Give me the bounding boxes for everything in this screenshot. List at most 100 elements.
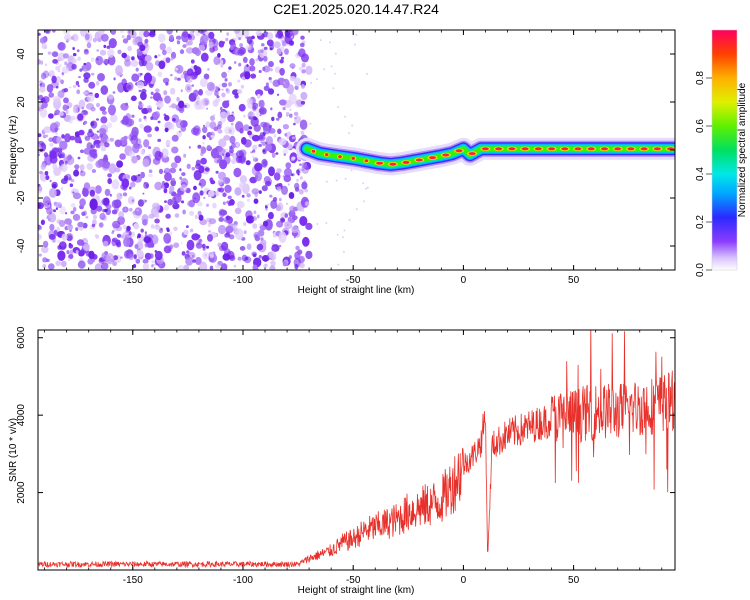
noise-blob — [63, 88, 69, 93]
noise-blob — [212, 202, 217, 209]
noise-blob — [276, 168, 282, 174]
noise-blob — [164, 127, 169, 133]
noise-blob — [228, 129, 233, 134]
noise-blob — [130, 231, 136, 237]
noise-blob — [190, 59, 195, 64]
signal-core-red — [324, 153, 329, 157]
noise-blob — [219, 111, 228, 119]
noise-blob — [131, 199, 134, 203]
noise-blob — [253, 124, 261, 132]
noise-blob — [128, 150, 135, 158]
noise-blob — [78, 250, 85, 257]
noise-blob — [147, 107, 153, 113]
noise-blob — [70, 210, 75, 215]
noise-blob — [258, 255, 262, 259]
noise-blob — [231, 114, 234, 117]
noise-blob — [196, 95, 200, 102]
signal-core-red — [351, 156, 356, 160]
noise-blob — [72, 106, 79, 114]
noise-blob — [39, 83, 43, 86]
noise-blob — [102, 209, 106, 213]
noise-blob — [154, 218, 160, 224]
noise-blob — [206, 203, 209, 207]
noise-blob — [179, 184, 188, 192]
noise-blob — [131, 95, 137, 102]
noise-blob — [269, 79, 273, 84]
noise-blob — [158, 151, 164, 158]
noise-blob — [165, 82, 169, 86]
signal-core-red — [338, 155, 342, 159]
noise-blob — [224, 148, 229, 154]
noise-blob — [276, 202, 284, 212]
noise-blob — [84, 33, 90, 41]
noise-blob — [229, 45, 234, 51]
noise-blob — [148, 83, 154, 88]
noise-blob — [299, 262, 305, 269]
noise-blob — [87, 93, 95, 102]
noise-blob — [252, 253, 257, 258]
noise-speck — [330, 65, 333, 68]
noise-blob — [53, 112, 57, 116]
noise-blob — [171, 146, 179, 154]
noise-blob — [191, 47, 200, 55]
noise-blob — [261, 141, 267, 146]
noise-speck — [337, 263, 340, 266]
noise-blob — [265, 136, 273, 146]
noise-blob — [135, 67, 139, 72]
x-tick-label: -50 — [346, 275, 361, 286]
noise-blob — [55, 202, 62, 208]
noise-blob — [277, 111, 283, 119]
noise-blob — [94, 92, 100, 99]
noise-blob — [200, 157, 207, 165]
noise-blob — [65, 109, 69, 115]
noise-blob — [82, 110, 89, 116]
noise-blob — [238, 182, 246, 189]
noise-blob — [101, 198, 110, 206]
noise-blob — [90, 144, 95, 149]
noise-blob — [48, 113, 54, 119]
noise-blob — [241, 194, 245, 198]
x-tick-label: -50 — [346, 575, 361, 586]
noise-blob — [111, 179, 120, 190]
noise-blob — [223, 219, 227, 222]
noise-blob — [60, 152, 66, 159]
noise-blob — [255, 89, 264, 97]
noise-blob — [79, 68, 83, 72]
noise-blob — [66, 250, 70, 255]
noise-blob — [48, 92, 55, 98]
noise-blob — [274, 66, 281, 73]
noise-blob — [238, 62, 242, 67]
noise-blob — [102, 240, 109, 247]
signal-track — [295, 137, 675, 176]
noise-blob — [91, 57, 95, 62]
noise-blob — [67, 224, 73, 231]
noise-blob — [85, 216, 89, 219]
noise-blob — [49, 211, 52, 215]
noise-blob — [148, 173, 153, 178]
noise-blob — [284, 133, 288, 137]
noise-blob — [257, 49, 262, 54]
noise-blob — [156, 226, 161, 230]
noise-blob — [194, 214, 198, 219]
noise-blob — [124, 59, 131, 67]
noise-blob — [217, 179, 223, 186]
noise-blob — [99, 133, 103, 138]
noise-blob — [97, 37, 102, 43]
noise-blob — [221, 241, 229, 251]
noise-blob — [183, 104, 187, 108]
noise-blob — [274, 184, 277, 187]
noise-blob — [98, 30, 105, 35]
noise-blob — [76, 89, 81, 95]
noise-blob — [120, 256, 123, 259]
noise-blob — [126, 84, 132, 90]
noise-blob — [108, 38, 117, 49]
signal-core-red — [495, 147, 503, 151]
noise-blob — [172, 118, 176, 122]
noise-blob — [235, 121, 244, 132]
noise-blob — [109, 114, 118, 123]
noise-blob — [255, 58, 259, 62]
noise-blob — [153, 111, 161, 119]
noise-blob — [107, 178, 112, 185]
noise-blob — [251, 188, 260, 195]
noise-blob — [122, 224, 127, 230]
